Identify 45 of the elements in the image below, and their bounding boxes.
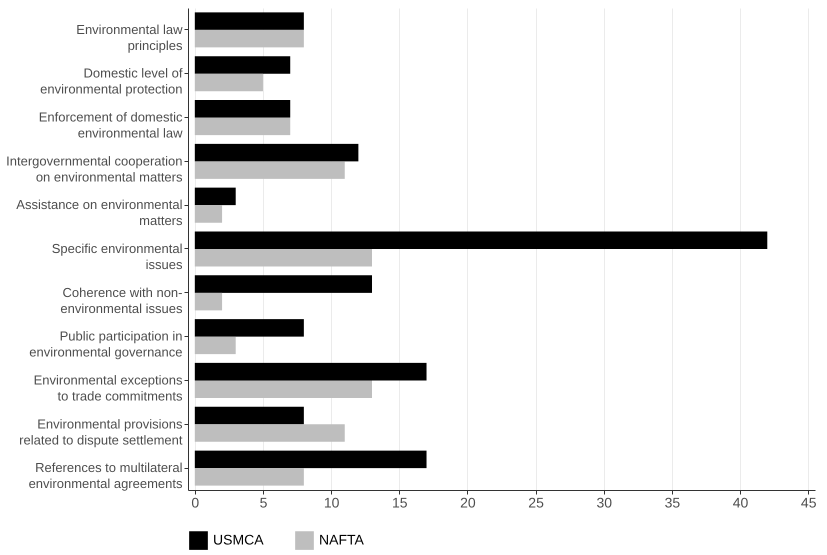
y-tick-label: Assistance on environmental matters	[16, 197, 183, 228]
x-tick-label: 25	[528, 494, 544, 510]
bar	[194, 406, 304, 424]
y-tick-label: Intergovernmental cooperation on environmental matters	[6, 153, 183, 184]
y-tick-label: References to multilateral environmental agreements	[28, 460, 183, 492]
x-tick-label: 10	[324, 494, 340, 510]
bar	[194, 12, 304, 30]
bar	[194, 231, 768, 249]
bar	[194, 100, 290, 118]
bar	[194, 450, 427, 468]
bar	[194, 336, 236, 354]
bar	[194, 161, 345, 179]
bar	[194, 468, 304, 486]
legend-label: NAFTA	[319, 532, 365, 548]
y-tick-label: Coherence with non- environmental issues	[60, 284, 183, 316]
y-tick-label: Environmental law principles	[76, 22, 184, 53]
bar	[194, 380, 372, 398]
legend-label: USMCA	[213, 532, 264, 548]
bar	[194, 144, 358, 162]
x-tick-label: 20	[460, 494, 476, 510]
bar	[194, 424, 345, 442]
y-tick-label: Enforcement of domestic environmental law	[38, 110, 184, 141]
bar	[194, 56, 290, 74]
bar	[194, 275, 372, 293]
x-tick-label: 5	[260, 494, 268, 510]
x-tick-label: 45	[800, 494, 817, 510]
x-tick-label: 0	[191, 494, 200, 510]
bar	[194, 319, 304, 337]
bar	[194, 30, 304, 48]
bar	[194, 118, 290, 136]
x-tick-label: 35	[664, 494, 680, 510]
x-tick-label: 40	[732, 494, 749, 510]
bar	[194, 205, 222, 223]
bar	[194, 292, 222, 310]
bar	[194, 74, 263, 92]
y-tick-label: Specific environmental issues	[52, 241, 183, 272]
x-tick-label: 30	[596, 494, 612, 510]
y-tick-label: Public participation in environmental governance	[29, 328, 182, 360]
y-tick-label: Environmental provisions related to dispute settlement	[19, 416, 183, 448]
x-tick-label: 15	[392, 494, 408, 510]
bar	[194, 362, 427, 380]
y-tick-label: Domestic level of environmental protection	[40, 66, 183, 97]
bar	[194, 188, 236, 206]
bar	[194, 249, 372, 267]
y-tick-label: Environmental exceptions to trade commitments	[34, 372, 183, 404]
